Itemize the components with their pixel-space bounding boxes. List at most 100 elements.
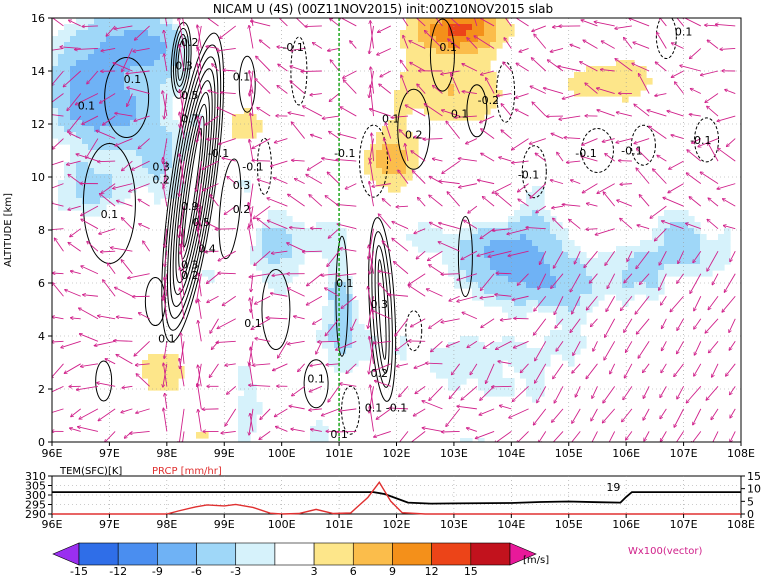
wind-vector: [115, 138, 133, 146]
wind-shade-cell: [574, 72, 581, 79]
wind-shade-cell: [616, 270, 623, 277]
wind-shade-cell: [340, 300, 347, 307]
wind-vector: [615, 25, 632, 29]
wind-shade-cell: [412, 78, 419, 85]
wind-shade-cell: [52, 48, 59, 55]
wind-shade-cell: [472, 114, 479, 121]
wind-vector: [277, 85, 288, 94]
wind-shade-cell: [400, 114, 407, 121]
wind-vector: [424, 31, 443, 49]
wind-shade-cell: [472, 366, 479, 373]
wind-shade-cell: [568, 276, 575, 283]
wind-shade-cell: [64, 180, 71, 187]
wind-shade-cell: [124, 48, 131, 55]
wind-shade-cell: [436, 54, 443, 61]
wind-vector: [267, 198, 288, 207]
wind-vector: [350, 41, 357, 49]
wind-vector: [466, 138, 478, 144]
wind-shade-cell: [712, 240, 719, 247]
wind-shade-cell: [574, 306, 581, 313]
wind-shade-cell: [574, 342, 581, 349]
wind-vector: [438, 223, 460, 230]
wind-shade-cell: [424, 78, 431, 85]
wind-vector: [278, 341, 288, 358]
wind-shade-cell: [400, 132, 407, 139]
wind-shade-cell: [166, 102, 173, 109]
wind-shade-cell: [148, 60, 155, 67]
wind-shade-cell: [172, 72, 179, 79]
wind-shade-cell: [478, 78, 485, 85]
wind-vector: [218, 273, 236, 274]
wind-shade-cell: [76, 84, 83, 91]
wind-shade-cell: [124, 60, 131, 67]
contour-label: 0.4: [198, 243, 216, 256]
wind-shade-cell: [184, 36, 191, 43]
wind-shade-cell: [490, 378, 497, 385]
wind-shade-cell: [430, 234, 437, 241]
wind-vector: [249, 408, 254, 435]
wind-shade-cell: [586, 78, 593, 85]
wind-vector: [206, 46, 219, 49]
x-tick-label: 101E: [325, 447, 353, 460]
wind-shade-cell: [484, 240, 491, 247]
wind-vector: [135, 364, 150, 365]
sub-x-tick-label: 108E: [727, 518, 755, 531]
wind-shade-cell: [106, 72, 113, 79]
wind-shade-cell: [88, 138, 95, 145]
wind-shade-cell: [148, 144, 155, 151]
wind-shade-cell: [340, 306, 347, 313]
wind-shade-cell: [412, 240, 419, 247]
wind-shade-cell: [448, 18, 455, 25]
wind-vector: [429, 195, 443, 207]
wind-vector: [462, 91, 477, 94]
wind-vector: [481, 129, 495, 139]
wind-shade-cell: [310, 228, 317, 235]
wind-vector: [223, 70, 236, 71]
wind-shade-cell: [400, 348, 407, 355]
wind-shade-cell: [490, 30, 497, 37]
wind-shade-cell: [550, 228, 557, 235]
wind-shade-cell: [532, 186, 539, 193]
wind-shade-cell: [142, 60, 149, 67]
wind-shade-cell: [562, 264, 569, 271]
wind-vector: [80, 205, 99, 216]
wind-shade-cell: [574, 330, 581, 337]
wind-shade-cell: [88, 36, 95, 43]
y-axis-label: ALTITUDE [km]: [3, 193, 14, 267]
wind-shade-cell: [412, 150, 419, 157]
wind-shade-cell: [280, 276, 287, 283]
contour-label: 0.7: [181, 113, 199, 126]
wind-vector: [689, 114, 701, 117]
wind-shade-cell: [586, 288, 593, 295]
wind-shade-cell: [460, 90, 467, 97]
wind-shade-cell: [490, 222, 497, 229]
wind-shade-cell: [166, 360, 173, 367]
wind-vector: [554, 296, 564, 314]
wind-vector: [291, 385, 305, 396]
wind-vector: [180, 341, 185, 369]
wind-shade-cell: [160, 366, 167, 373]
wind-shade-cell: [550, 348, 557, 355]
wind-vector: [179, 18, 185, 49]
wind-vector: [391, 116, 409, 118]
wind-shade-cell: [460, 66, 467, 73]
wind-shade-cell: [598, 282, 605, 289]
wind-vector: [121, 160, 133, 171]
wind-vector: [408, 285, 426, 297]
wind-shade-cell: [346, 360, 353, 367]
wind-shade-cell: [460, 30, 467, 37]
wind-shade-cell: [568, 252, 575, 259]
wind-shade-cell: [400, 336, 407, 343]
wind-shade-cell: [100, 180, 107, 187]
wind-shade-cell: [400, 30, 407, 37]
wind-vector: [210, 194, 219, 207]
wind-vector: [369, 386, 374, 413]
wind-shade-cell: [688, 252, 695, 259]
wind-shade-cell: [412, 102, 419, 109]
wind-shade-cell: [574, 252, 581, 259]
wind-shade-cell: [166, 186, 173, 193]
wind-shade-cell: [466, 60, 473, 67]
wind-vector: [368, 286, 374, 319]
wind-shade-cell: [130, 72, 137, 79]
wind-vector: [164, 251, 168, 267]
